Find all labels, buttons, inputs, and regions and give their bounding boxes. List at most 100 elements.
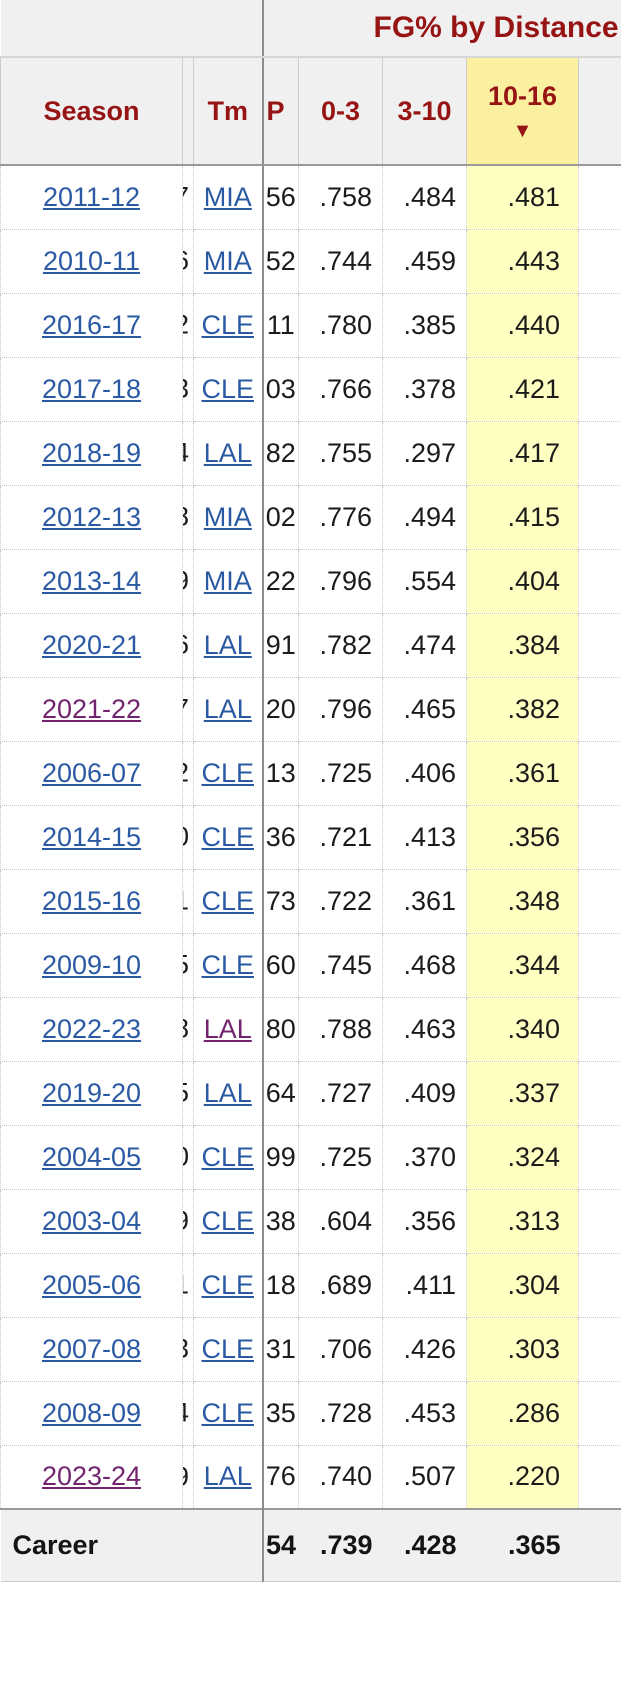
team-link[interactable]: CLE: [201, 309, 255, 340]
column-header-next-clipped: [578, 56, 621, 166]
age-clipped-cell: 9: [182, 548, 194, 614]
team-link[interactable]: CLE: [201, 1205, 255, 1236]
fg-3-10-cell: .459: [382, 228, 468, 294]
team-link[interactable]: LAL: [203, 693, 252, 724]
fg-3-10-cell: .474: [382, 612, 468, 678]
fg-3-10-cell: .463: [382, 996, 468, 1062]
2p-clipped-cell: 64: [261, 1060, 300, 1126]
team-cell: MIA: [192, 548, 264, 614]
column-header-tm[interactable]: Tm: [192, 56, 264, 166]
team-cell: CLE: [192, 868, 264, 934]
team-link[interactable]: CLE: [201, 885, 255, 916]
season-link[interactable]: 2007-08: [41, 1333, 142, 1364]
team-link[interactable]: LAL: [203, 1077, 252, 1108]
2p-clipped-cell: 52: [261, 228, 300, 294]
team-link[interactable]: MIA: [203, 245, 252, 276]
team-link[interactable]: CLE: [201, 373, 255, 404]
season-link[interactable]: 2004-05: [41, 1141, 142, 1172]
team-link[interactable]: LAL: [203, 629, 252, 660]
season-link[interactable]: 2006-07: [41, 757, 142, 788]
team-link[interactable]: MIA: [203, 565, 252, 596]
age-digit-fragment: 9: [184, 1206, 190, 1237]
2p-clipped-cell: 35: [261, 1380, 300, 1446]
fg-3-10-cell: .453: [382, 1380, 468, 1446]
season-cell: 2012-13: [0, 484, 183, 550]
season-row: 2021-22 7 LAL 20 .796 .465 .382: [0, 676, 621, 742]
season-row: 2003-04 9 CLE 38 .604 .356 .313: [0, 1188, 621, 1254]
team-cell: CLE: [192, 740, 264, 806]
season-link[interactable]: 2010-11: [42, 245, 141, 276]
column-header-season-label: Season: [43, 95, 140, 126]
season-link[interactable]: 2014-15: [41, 821, 142, 852]
team-link[interactable]: CLE: [201, 949, 255, 980]
column-header-3-10[interactable]: 3-10: [382, 56, 468, 166]
season-link[interactable]: 2018-19: [41, 437, 142, 468]
season-row: 2013-14 9 MIA 22 .796 .554 .404: [0, 548, 621, 614]
group-header-fg-by-distance: FG% by Distance: [373, 11, 619, 44]
team-link[interactable]: CLE: [201, 1141, 255, 1172]
season-link[interactable]: 2020-21: [41, 629, 142, 660]
season-link[interactable]: 2015-16: [41, 885, 142, 916]
next-col-clipped-cell: [578, 868, 621, 934]
fg-0-3-cell: .727: [298, 1060, 384, 1126]
age-digit-fragment: 8: [184, 502, 190, 533]
season-link[interactable]: 2009-10: [41, 949, 142, 980]
team-link[interactable]: CLE: [201, 1397, 255, 1428]
season-row: 2007-08 3 CLE 31 .706 .426 .303: [0, 1316, 621, 1382]
season-link[interactable]: 2003-04: [41, 1205, 142, 1236]
team-link[interactable]: CLE: [201, 821, 255, 852]
age-digit-fragment: 5: [184, 1078, 190, 1109]
next-col-clipped-cell: [578, 932, 621, 998]
team-cell: CLE: [192, 356, 264, 422]
season-link[interactable]: 2008-09: [41, 1397, 142, 1428]
column-header-season[interactable]: Season: [0, 56, 183, 166]
season-link[interactable]: 2016-17: [41, 309, 142, 340]
team-link[interactable]: LAL: [203, 1461, 252, 1492]
team-cell: CLE: [192, 1124, 264, 1190]
column-header-0-3[interactable]: 0-3: [298, 56, 384, 166]
season-link[interactable]: 2017-18: [41, 373, 142, 404]
column-header-2p-clipped[interactable]: P: [261, 56, 300, 166]
season-link[interactable]: 2022-23: [41, 1013, 142, 1044]
team-link[interactable]: LAL: [203, 437, 252, 468]
season-row: 2017-18 3 CLE 03 .766 .378 .421: [0, 356, 621, 422]
2p-clipped-cell: 22: [261, 548, 300, 614]
column-header-10-16[interactable]: 10-16 ▼: [466, 56, 580, 166]
season-link[interactable]: 2005-06: [41, 1269, 142, 1300]
fg-10-16-cell: .304: [466, 1252, 580, 1318]
team-link[interactable]: LAL: [203, 1013, 252, 1044]
2p-clipped-cell: 13: [261, 740, 300, 806]
team-cell: CLE: [192, 932, 264, 998]
fg-10-16-cell: .313: [466, 1188, 580, 1254]
team-cell: MIA: [192, 164, 264, 230]
2p-clipped-cell: 80: [261, 996, 300, 1062]
season-link[interactable]: 2021-22: [41, 693, 142, 724]
next-col-clipped-cell: [578, 612, 621, 678]
age-digit-fragment: 4: [184, 438, 190, 469]
age-clipped-cell: 9: [182, 1188, 194, 1254]
fg-10-16-cell: .415: [466, 484, 580, 550]
age-clipped-cell: 4: [182, 420, 194, 486]
team-link[interactable]: MIA: [203, 501, 252, 532]
season-link[interactable]: 2023-24: [41, 1461, 142, 1492]
team-cell: LAL: [192, 1444, 264, 1510]
team-link[interactable]: MIA: [203, 181, 252, 212]
season-link[interactable]: 2011-12: [42, 181, 141, 212]
fg-10-16-cell: .337: [466, 1060, 580, 1126]
season-link[interactable]: 2012-13: [41, 501, 142, 532]
age-digit-fragment: 6: [184, 630, 190, 661]
fg-0-3-cell: .725: [298, 740, 384, 806]
team-link[interactable]: CLE: [201, 757, 255, 788]
2p-clipped-cell: 60: [261, 932, 300, 998]
age-clipped-cell: 1: [182, 1252, 194, 1318]
next-col-clipped-cell: [578, 804, 621, 870]
team-link[interactable]: CLE: [201, 1333, 255, 1364]
season-link[interactable]: 2019-20: [41, 1077, 142, 1108]
age-digit-fragment: 6: [184, 246, 190, 277]
season-link[interactable]: 2013-14: [41, 565, 142, 596]
season-cell: 2011-12: [0, 164, 183, 230]
next-col-clipped-cell: [578, 548, 621, 614]
age-clipped-cell: 4: [182, 1380, 194, 1446]
season-cell: 2015-16: [0, 868, 183, 934]
team-link[interactable]: CLE: [201, 1269, 255, 1300]
